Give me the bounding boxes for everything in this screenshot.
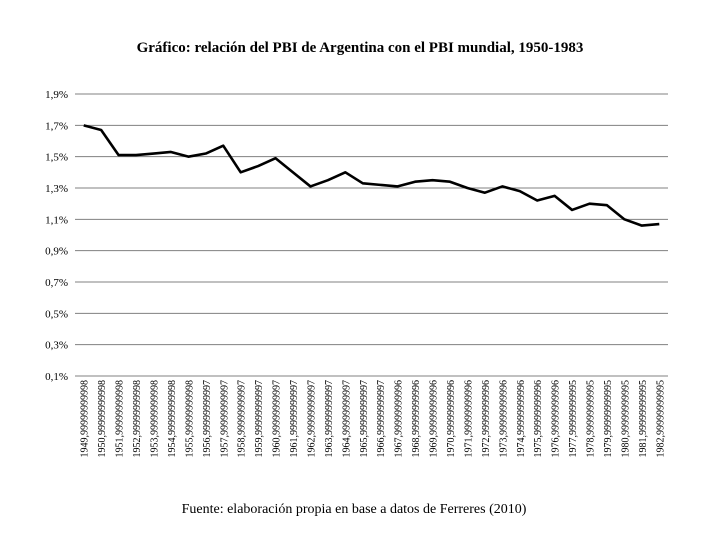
x-tick-label: 1975,99999999996 xyxy=(533,380,544,458)
source-note: Fuente: elaboración propia en base a dat… xyxy=(182,502,527,517)
x-tick-label: 1966,99999999997 xyxy=(376,380,387,458)
x-tick-label: 1980,99999999995 xyxy=(620,380,631,458)
x-tick-label: 1956,99999999997 xyxy=(202,380,213,458)
x-tick-label: 1952,99999999998 xyxy=(132,380,143,458)
y-axis-ticks: 1,9% 1,7% 1,5% 1,3% 1,1% 0,9% 0,7% 0,5% 0,3% 0,1% xyxy=(45,89,68,383)
y-tick-label: 0,9% xyxy=(45,246,68,258)
x-tick-label: 1960,99999999997 xyxy=(272,380,283,458)
grid xyxy=(75,93,668,377)
x-tick-label: 1978,99999999995 xyxy=(586,380,597,458)
x-tick-label: 1958,99999999997 xyxy=(237,380,248,458)
x-tick-label: 1949,99999999998 xyxy=(80,380,91,458)
y-tick-label: 0,1% xyxy=(45,371,68,383)
x-tick-label: 1979,99999999995 xyxy=(603,380,614,458)
y-tick-label: 1,7% xyxy=(45,120,68,132)
x-tick-label: 1976,99999999996 xyxy=(551,380,562,458)
x-tick-label: 1972,99999999996 xyxy=(481,380,492,458)
x-tick-label: 1968,99999999996 xyxy=(411,380,422,458)
x-tick-label: 1964,99999999997 xyxy=(341,380,352,458)
x-axis-ticks: 1949,99999999998 1950,99999999998 1951,999… xyxy=(80,380,667,458)
y-tick-label: 0,7% xyxy=(45,277,68,289)
series-group xyxy=(83,124,660,227)
x-tick-label: 1973,99999999996 xyxy=(498,380,509,458)
y-tick-label: 1,5% xyxy=(45,152,68,164)
y-tick-label: 0,3% xyxy=(45,340,68,352)
x-tick-label: 1971,99999999996 xyxy=(463,380,474,458)
x-tick-label: 1951,99999999998 xyxy=(115,380,126,458)
x-tick-label: 1950,99999999998 xyxy=(97,380,108,458)
x-tick-label: 1981,99999999995 xyxy=(638,380,649,458)
y-tick-label: 0,5% xyxy=(45,308,68,320)
series-line xyxy=(83,124,660,227)
x-tick-label: 1977,99999999995 xyxy=(568,380,579,458)
chart-title: Gráfico: relación del PBI de Argentina c… xyxy=(137,40,584,56)
x-tick-label: 1982,99999999995 xyxy=(655,380,666,458)
y-tick-label: 1,9% xyxy=(45,89,68,101)
x-tick-label: 1965,99999999997 xyxy=(359,380,370,458)
x-tick-label: 1959,99999999997 xyxy=(254,380,265,458)
x-tick-label: 1969,99999999996 xyxy=(429,380,440,458)
x-tick-label: 1953,99999999998 xyxy=(149,380,160,458)
x-tick-label: 1954,99999999998 xyxy=(167,380,178,458)
x-tick-label: 1963,99999999997 xyxy=(324,380,335,458)
x-tick-label: 1961,99999999997 xyxy=(289,380,300,458)
y-tick-label: 1,1% xyxy=(45,214,68,226)
x-tick-label: 1955,99999999998 xyxy=(184,380,195,458)
x-tick-label: 1962,99999999997 xyxy=(306,380,317,458)
y-tick-label: 1,3% xyxy=(45,183,68,195)
x-tick-label: 1974,99999999996 xyxy=(516,380,527,458)
x-tick-label: 1970,99999999996 xyxy=(446,380,457,458)
x-tick-label: 1957,99999999997 xyxy=(219,380,230,458)
x-tick-label: 1967,99999999996 xyxy=(394,380,405,458)
